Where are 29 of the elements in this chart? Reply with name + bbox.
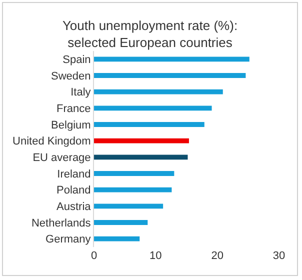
- bar: [94, 73, 246, 78]
- bar: [94, 89, 223, 94]
- bar: [94, 56, 250, 62]
- bar: [94, 171, 174, 176]
- bar: [94, 187, 172, 192]
- x-tick-label: 30: [272, 250, 286, 262]
- y-tick-label: Spain: [62, 54, 91, 66]
- y-tick-label: Italy: [70, 86, 92, 99]
- y-tick-label: France: [56, 103, 91, 116]
- y-tick-label: Germany: [46, 234, 92, 246]
- bar: [94, 220, 148, 225]
- x-tick-label: 10: [150, 250, 162, 262]
- bar: [94, 154, 188, 160]
- y-tick-label: Poland: [56, 184, 91, 197]
- y-tick-label: United Kingdom: [12, 136, 91, 148]
- y-tick-label: Belgium: [51, 119, 91, 132]
- bar: [94, 138, 189, 144]
- y-tick-label: Sweden: [51, 70, 91, 82]
- bar: [94, 106, 212, 111]
- bar: [94, 122, 204, 127]
- bar: [94, 236, 140, 242]
- x-tick-label: 20: [211, 250, 224, 262]
- chart-title: Youth unemployment rate (%): selected European countries: [62, 18, 238, 50]
- y-tick-label: Netherlands: [31, 217, 92, 230]
- y-tick-label: EU average: [32, 152, 91, 164]
- x-tick-label: 0: [90, 250, 98, 262]
- y-tick-label: Ireland: [57, 168, 91, 180]
- y-tick-label: Austria: [56, 201, 92, 214]
- bar: [94, 204, 164, 209]
